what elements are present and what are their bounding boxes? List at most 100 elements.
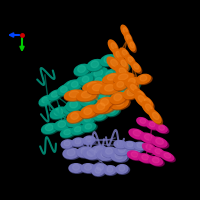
Ellipse shape <box>126 56 136 66</box>
Ellipse shape <box>105 90 112 96</box>
Ellipse shape <box>101 56 118 67</box>
Ellipse shape <box>140 133 156 143</box>
Ellipse shape <box>135 90 147 102</box>
Ellipse shape <box>70 118 78 124</box>
Ellipse shape <box>128 83 140 95</box>
Ellipse shape <box>87 82 97 88</box>
Ellipse shape <box>81 115 96 126</box>
Ellipse shape <box>159 125 165 130</box>
Ellipse shape <box>101 89 116 99</box>
Ellipse shape <box>115 152 123 159</box>
Ellipse shape <box>142 143 155 152</box>
Ellipse shape <box>88 60 104 72</box>
Ellipse shape <box>81 95 97 107</box>
Ellipse shape <box>83 136 95 144</box>
Ellipse shape <box>128 78 135 84</box>
Ellipse shape <box>104 96 112 103</box>
Ellipse shape <box>80 75 89 83</box>
Ellipse shape <box>40 96 53 107</box>
Ellipse shape <box>140 75 147 81</box>
Ellipse shape <box>132 62 142 73</box>
Ellipse shape <box>119 58 129 72</box>
Ellipse shape <box>111 152 129 162</box>
Ellipse shape <box>128 40 135 51</box>
Ellipse shape <box>134 64 139 69</box>
Ellipse shape <box>117 82 124 87</box>
Ellipse shape <box>105 85 115 91</box>
Ellipse shape <box>78 66 86 72</box>
Ellipse shape <box>42 123 57 133</box>
Ellipse shape <box>134 142 146 149</box>
Ellipse shape <box>114 63 129 74</box>
Ellipse shape <box>156 138 163 144</box>
Ellipse shape <box>81 107 97 119</box>
Ellipse shape <box>102 148 118 158</box>
Ellipse shape <box>127 82 135 88</box>
Ellipse shape <box>101 90 118 100</box>
Ellipse shape <box>66 100 83 112</box>
Ellipse shape <box>145 104 152 111</box>
Ellipse shape <box>67 104 76 111</box>
Ellipse shape <box>124 89 141 100</box>
Ellipse shape <box>91 146 107 156</box>
Ellipse shape <box>124 82 141 92</box>
Ellipse shape <box>129 40 136 52</box>
Ellipse shape <box>114 73 133 83</box>
Ellipse shape <box>81 164 95 172</box>
Ellipse shape <box>113 88 128 100</box>
Ellipse shape <box>92 167 104 175</box>
Ellipse shape <box>74 65 91 76</box>
Ellipse shape <box>127 82 138 93</box>
Ellipse shape <box>94 69 103 77</box>
Ellipse shape <box>105 106 119 116</box>
Ellipse shape <box>128 143 142 153</box>
Ellipse shape <box>151 148 165 156</box>
Ellipse shape <box>117 64 125 71</box>
Ellipse shape <box>69 165 85 173</box>
Ellipse shape <box>80 76 94 86</box>
Ellipse shape <box>116 86 124 92</box>
Ellipse shape <box>83 82 104 92</box>
Ellipse shape <box>128 144 144 154</box>
Ellipse shape <box>155 149 162 154</box>
Ellipse shape <box>83 81 102 91</box>
Ellipse shape <box>143 144 157 153</box>
Ellipse shape <box>149 157 162 165</box>
Ellipse shape <box>80 107 96 117</box>
Ellipse shape <box>69 81 83 91</box>
Ellipse shape <box>141 134 157 144</box>
Ellipse shape <box>91 147 109 157</box>
Ellipse shape <box>115 146 131 156</box>
Ellipse shape <box>64 141 70 146</box>
Ellipse shape <box>137 74 150 83</box>
Ellipse shape <box>123 28 127 33</box>
Ellipse shape <box>106 106 121 117</box>
Ellipse shape <box>128 152 143 160</box>
Ellipse shape <box>124 141 136 149</box>
Ellipse shape <box>108 40 118 53</box>
Ellipse shape <box>68 80 82 90</box>
Ellipse shape <box>82 106 101 118</box>
Ellipse shape <box>114 94 122 101</box>
Ellipse shape <box>121 25 128 36</box>
Ellipse shape <box>117 141 123 146</box>
Ellipse shape <box>122 26 129 38</box>
Ellipse shape <box>67 149 75 156</box>
Ellipse shape <box>147 122 159 130</box>
Ellipse shape <box>121 60 126 67</box>
Ellipse shape <box>109 40 119 54</box>
Ellipse shape <box>92 168 106 176</box>
Ellipse shape <box>118 146 125 152</box>
Ellipse shape <box>93 164 107 172</box>
Ellipse shape <box>98 82 108 88</box>
Ellipse shape <box>104 56 112 63</box>
Ellipse shape <box>116 66 130 80</box>
Ellipse shape <box>130 42 134 48</box>
Ellipse shape <box>77 148 95 158</box>
Ellipse shape <box>42 124 59 134</box>
Ellipse shape <box>91 61 99 68</box>
Ellipse shape <box>66 99 82 111</box>
Ellipse shape <box>113 86 129 96</box>
Ellipse shape <box>144 134 152 140</box>
Ellipse shape <box>104 166 116 174</box>
